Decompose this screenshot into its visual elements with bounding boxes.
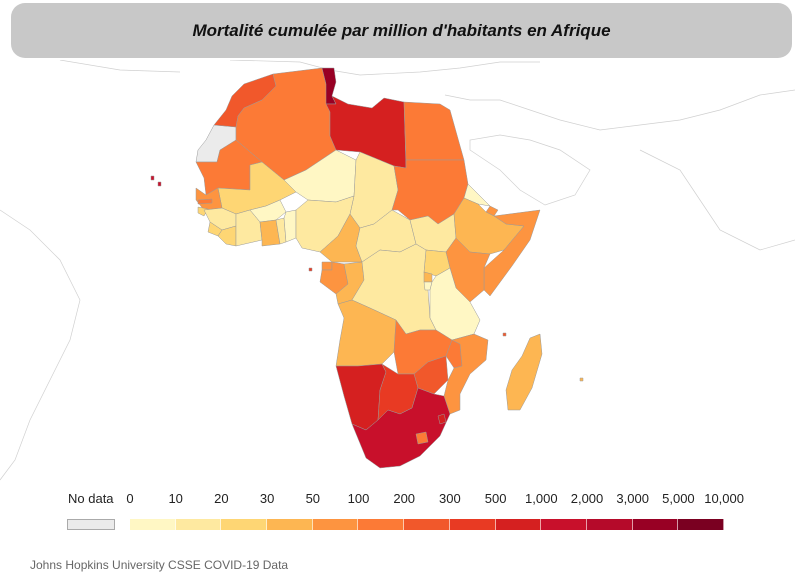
country-ghana	[259, 219, 281, 247]
legend-tick-label: 30	[259, 491, 275, 506]
legend-swatch	[632, 519, 679, 530]
country-eswatini	[437, 413, 447, 425]
legend-swatch	[267, 519, 313, 530]
legend-tick-label: 20	[214, 491, 229, 506]
legend-swatch	[586, 519, 633, 530]
americas-outline	[0, 209, 81, 481]
legend-tick-label: 100	[347, 491, 370, 506]
legend-tick-label: 50	[305, 491, 321, 506]
legend-swatch	[130, 519, 176, 530]
legend-swatch	[495, 519, 542, 530]
legend-tick-label: 200	[393, 491, 416, 506]
legend-swatch	[221, 519, 268, 530]
legend-swatch	[541, 519, 587, 530]
legend-no-data-label: No data	[68, 491, 114, 506]
source-note: Johns Hopkins University CSSE COVID-19 D…	[30, 558, 289, 572]
arabia-outline	[469, 134, 591, 206]
legend-tick-label: 0	[126, 491, 134, 506]
legend-swatch	[404, 519, 450, 530]
legend-tick-label: 3,000	[616, 491, 649, 506]
country-lesotho	[415, 431, 429, 445]
country-sao-tome	[308, 267, 313, 272]
country-cape-verde	[150, 175, 162, 187]
africa-map	[0, 60, 795, 481]
country-guinea-bissau	[197, 206, 209, 217]
country-mauritius	[579, 377, 584, 382]
legend-tick-label: 300	[439, 491, 461, 506]
legend-no-data-swatch	[67, 519, 115, 530]
countries	[150, 67, 584, 469]
legend-tick-label: 10	[168, 491, 183, 506]
country-rwanda	[423, 271, 433, 283]
background-landmasses	[0, 60, 795, 481]
legend-tick-label: 5,000	[662, 491, 695, 506]
legend-tick-label: 10,000	[704, 491, 744, 506]
north-line	[59, 60, 181, 73]
legend-swatch	[358, 519, 405, 530]
country-equatorial-guinea	[321, 261, 333, 271]
chart-title: Mortalité cumulée par million d'habitant…	[192, 20, 611, 40]
europe-outline	[229, 60, 540, 76]
title-bar: Mortalité cumulée par million d'habitant…	[11, 3, 792, 58]
legend-tick-label: 500	[484, 491, 507, 506]
legend-swatch	[175, 519, 222, 530]
legend-swatch	[312, 519, 359, 530]
middle-east-outline	[444, 89, 795, 131]
country-comoros	[502, 332, 507, 337]
legend-swatch	[678, 519, 724, 530]
asia-outline	[639, 149, 795, 251]
country-south-africa	[351, 387, 451, 469]
country-tanzania	[429, 267, 481, 341]
legend-color-bar	[130, 519, 724, 530]
legend-tick-label: 2,000	[570, 491, 604, 506]
legend-swatch	[449, 519, 496, 530]
country-gambia	[197, 198, 213, 205]
country-egypt	[403, 101, 465, 161]
country-benin	[283, 209, 297, 243]
legend-tick-label: 1,000	[525, 491, 558, 506]
country-madagascar	[505, 333, 543, 411]
